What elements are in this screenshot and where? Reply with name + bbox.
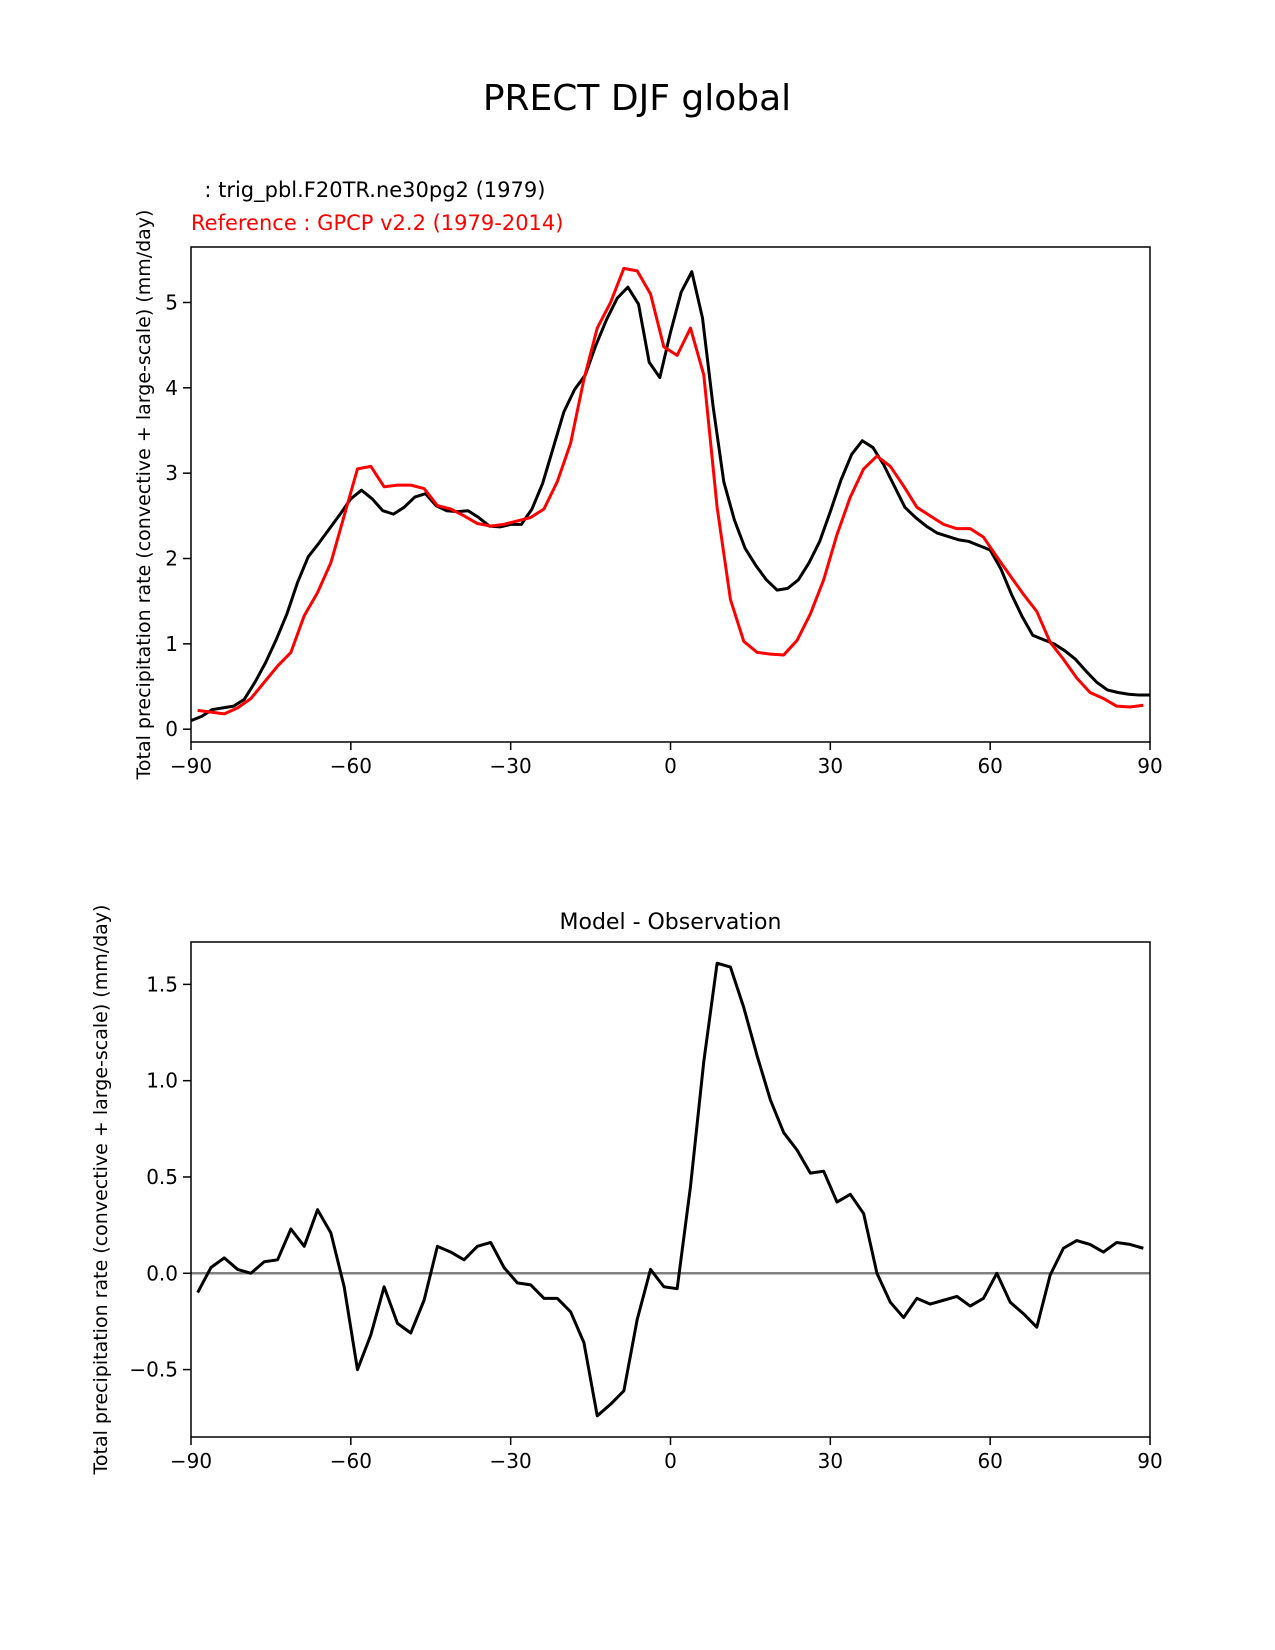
bottom-x-tick-label: −30 bbox=[490, 1449, 532, 1473]
top-x-tick-label: −30 bbox=[490, 754, 532, 778]
bottom-y-tick-label: 1.5 bbox=[146, 972, 178, 996]
model-series-line bbox=[190, 270, 1150, 723]
bottom-x-tick-label: 0 bbox=[664, 1449, 677, 1473]
top-y-tick-label: 5 bbox=[165, 290, 178, 314]
bottom-x-tick-label: 90 bbox=[1137, 1449, 1162, 1473]
bottom-y-axis-label: Total precipitation rate (convective + l… bbox=[90, 905, 112, 1476]
top-x-tick-label: −90 bbox=[170, 754, 212, 778]
bottom-x-tick-label: 30 bbox=[818, 1449, 843, 1473]
top-plot-lines bbox=[190, 266, 1150, 723]
top-y-tick-label: 4 bbox=[165, 376, 178, 400]
top-x-tick-label: 60 bbox=[977, 754, 1002, 778]
top-y-tick-label: 3 bbox=[165, 461, 178, 485]
figure-title: PRECT DJF global bbox=[483, 78, 791, 119]
top-y-axis-label: Total precipitation rate (convective + l… bbox=[133, 210, 155, 781]
bottom-plot-lines bbox=[191, 961, 1150, 1418]
top-y-tick-label: 1 bbox=[165, 632, 178, 656]
bottom-x-tick-label: −60 bbox=[330, 1449, 372, 1473]
bottom-panel-title: Model - Observation bbox=[560, 910, 782, 935]
bottom-panel: Model - Observation −90 −60 −30 0 30 60 90 −0.5… bbox=[90, 905, 1163, 1476]
top-axes-frame bbox=[190, 246, 1151, 743]
bottom-y-tick-label: 0.5 bbox=[146, 1165, 178, 1189]
bottom-y-tick-label: 1.0 bbox=[146, 1069, 178, 1093]
top-x-tick-label: −60 bbox=[330, 754, 372, 778]
reference-series-line bbox=[197, 266, 1144, 716]
top-x-tick-label: 30 bbox=[818, 754, 843, 778]
top-panel: : trig_pbl.F20TR.ne30pg2 (1979) Referenc… bbox=[133, 178, 1163, 780]
top-x-tick-label: 90 bbox=[1137, 754, 1162, 778]
bottom-axes-frame bbox=[190, 941, 1151, 1438]
bottom-axis-ticks: −90 −60 −30 0 30 60 90 −0.5 0.0 0.5 1.0 1.5 bbox=[129, 972, 1162, 1473]
top-x-tick-label: 0 bbox=[664, 754, 677, 778]
bottom-x-tick-label: 60 bbox=[977, 1449, 1002, 1473]
bottom-x-tick-label: −90 bbox=[170, 1449, 212, 1473]
difference-series-line bbox=[196, 961, 1144, 1418]
top-y-tick-label: 2 bbox=[165, 547, 178, 571]
reference-legend-label: Reference : GPCP v2.2 (1979-2014) bbox=[191, 211, 563, 235]
bottom-y-tick-label: −0.5 bbox=[129, 1358, 178, 1382]
top-axis-ticks: −90 −60 −30 0 30 60 90 0 1 2 3 4 5 bbox=[165, 290, 1162, 778]
bottom-y-tick-label: 0.0 bbox=[146, 1261, 178, 1285]
model-legend-label: : trig_pbl.F20TR.ne30pg2 (1979) bbox=[191, 178, 545, 203]
top-y-tick-label: 0 bbox=[165, 717, 178, 741]
